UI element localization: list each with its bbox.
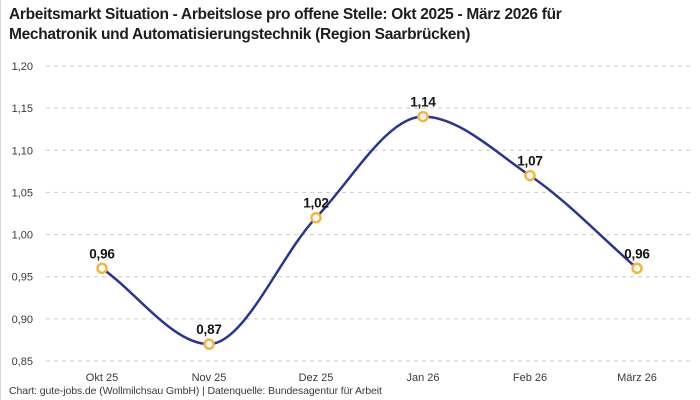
- data-point-value-label: 1,07: [517, 154, 542, 169]
- y-axis-tick-label: 0,90: [12, 314, 33, 326]
- data-point-marker: [203, 338, 215, 350]
- data-point-marker: [96, 262, 108, 275]
- data-point-value-label: 1,14: [410, 95, 436, 110]
- x-axis-tick-label: Nov 25: [192, 372, 227, 384]
- y-axis-tick-label: 1,15: [12, 103, 33, 115]
- data-point-value-label: 1,02: [303, 196, 328, 211]
- series-line: [100, 115, 639, 346]
- y-axis-tick-label: 1,20: [12, 61, 33, 73]
- x-axis-tick-label: Dez 25: [299, 372, 334, 384]
- page-title: Arbeitsmarkt Situation - Arbeitslose pro…: [9, 5, 693, 45]
- data-point-marker: [631, 262, 643, 275]
- data-point-value-label: 0,96: [89, 246, 115, 261]
- y-axis-tick-label: 0,95: [12, 272, 33, 284]
- chart-attribution: Chart: gute-jobs.de (Wollmilchsau GmbH) …: [9, 385, 382, 397]
- y-axis-tick-label: 1,10: [12, 145, 33, 157]
- page-title-line-2: Mechatronik und Automatisierungstechnik …: [9, 26, 471, 43]
- x-axis-tick-label: Feb 26: [513, 372, 547, 384]
- x-axis-tick-label: Jan 26: [406, 372, 439, 384]
- data-point-marker: [310, 211, 322, 224]
- y-axis-tick-label: 1,05: [12, 187, 33, 199]
- x-axis-tick-label: März 26: [617, 372, 657, 384]
- y-axis-tick-label: 1,00: [12, 230, 33, 242]
- page-title-line-1: Arbeitsmarkt Situation - Arbeitslose pro…: [9, 6, 562, 23]
- y-axis-tick-label: 0,85: [12, 356, 33, 368]
- data-point-value-label: 0,87: [196, 322, 221, 337]
- data-point-marker: [524, 169, 536, 182]
- x-axis-tick-label: Okt 25: [86, 372, 118, 384]
- data-point-marker: [417, 110, 429, 123]
- data-point-value-label: 0,96: [624, 246, 650, 261]
